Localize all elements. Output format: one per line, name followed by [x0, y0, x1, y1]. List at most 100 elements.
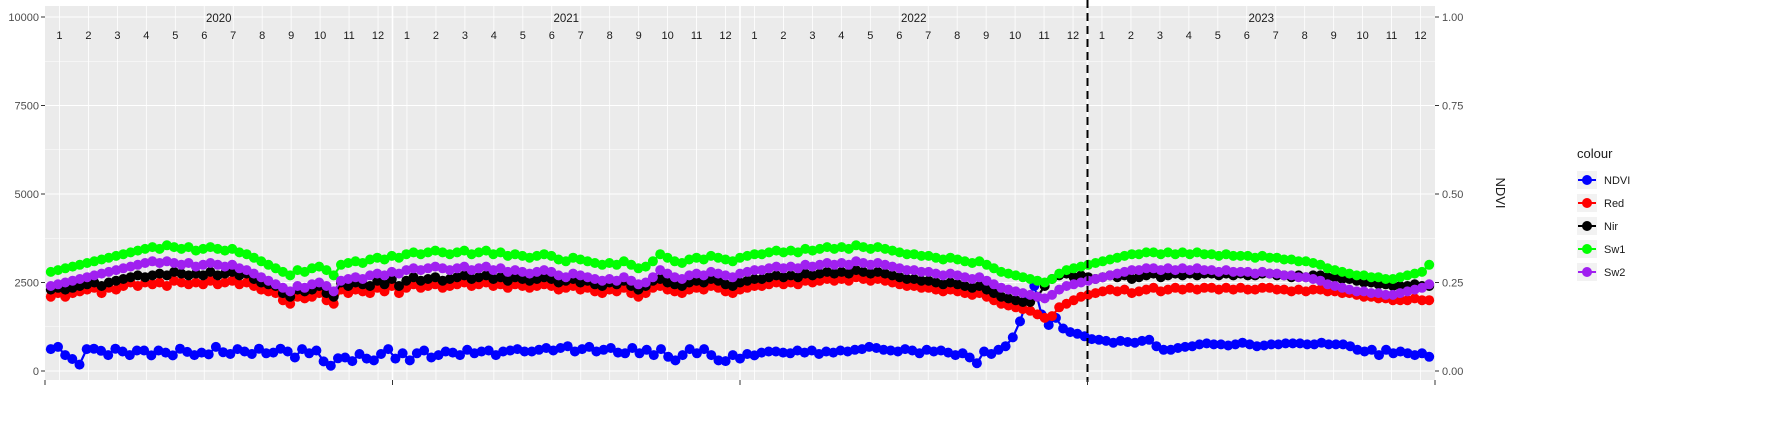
data-point-ndvi: [1251, 341, 1262, 352]
data-point-ndvi: [246, 349, 257, 359]
data-point-ndvi: [1424, 351, 1435, 362]
data-point-red: [96, 288, 107, 299]
month-label: 5: [867, 30, 873, 42]
data-point-sw1: [1047, 274, 1057, 284]
data-point-ndvi: [562, 341, 573, 352]
data-point-red: [1424, 295, 1435, 306]
data-point-sw2: [1199, 265, 1210, 276]
data-point-sw2: [640, 277, 651, 288]
month-label: 4: [1186, 30, 1192, 42]
data-point-sw2: [1351, 286, 1362, 297]
data-point-ndvi: [1180, 341, 1191, 352]
data-point-sw1: [1293, 256, 1304, 267]
data-point-ndvi: [706, 350, 717, 361]
data-point-nir: [394, 281, 404, 291]
month-label: 3: [1157, 30, 1163, 42]
legend-item-sw2: Sw2: [1577, 263, 1625, 281]
data-point-nir: [1358, 277, 1369, 288]
data-point-ndvi: [519, 346, 530, 357]
data-point-red: [1395, 295, 1406, 306]
y2-tick-label: 0.75: [1442, 101, 1463, 113]
data-point-ndvi: [74, 359, 85, 370]
data-point-ndvi: [1266, 339, 1277, 350]
data-point-nir: [1337, 274, 1348, 284]
month-label: 5: [172, 30, 178, 42]
month-label: 11: [343, 30, 354, 42]
data-point-sw1: [1366, 272, 1377, 283]
data-point-red: [901, 281, 912, 291]
series-layer: [45, 240, 1435, 371]
data-point-sw2: [1264, 268, 1275, 279]
data-point-ndvi: [778, 347, 789, 358]
month-label: 3: [114, 30, 120, 42]
y2-tick-label: 1.00: [1442, 12, 1463, 24]
month-label: 2: [1128, 30, 1134, 42]
data-point-ndvi: [96, 345, 106, 356]
legend-label: Sw2: [1604, 267, 1625, 279]
data-point-sw2: [1228, 266, 1239, 277]
data-point-ndvi: [289, 352, 300, 363]
month-label: 8: [954, 30, 960, 42]
data-point-ndvi: [641, 344, 652, 355]
month-label: 2: [433, 30, 439, 42]
month-label: 12: [1414, 30, 1426, 42]
month-label: 9: [636, 30, 642, 42]
data-point-red: [1257, 282, 1268, 293]
data-point-ndvi: [146, 350, 157, 361]
data-point-sw1: [749, 249, 760, 260]
data-point-ndvi: [1007, 332, 1018, 343]
legend-key-marker: [1582, 221, 1592, 231]
data-point-ndvi: [390, 353, 401, 364]
year-label: 2020: [206, 13, 232, 25]
data-point-sw1: [1279, 254, 1290, 265]
data-point-sw2: [328, 286, 339, 297]
data-point-sw1: [1351, 270, 1362, 281]
month-label: 7: [1273, 30, 1279, 42]
data-point-ndvi: [1330, 339, 1341, 350]
series-sw2: [45, 256, 1435, 304]
data-point-nir: [749, 274, 760, 284]
data-point-ndvi: [1000, 341, 1011, 352]
data-point-ndvi: [720, 356, 731, 367]
data-point-ndvi: [1144, 334, 1155, 345]
axis-layer: 0 2500 5000 7500 10000 0.00 0.25 0.50 0.75 1.00: [8, 12, 1463, 385]
data-point-sw1: [1424, 259, 1435, 270]
data-point-sw1: [647, 256, 658, 267]
data-point-sw2: [285, 286, 296, 297]
data-point-ndvi: [203, 349, 214, 360]
month-label: 11: [1038, 30, 1049, 42]
data-point-ndvi: [677, 350, 688, 361]
data-point-ndvi: [627, 343, 638, 353]
data-point-ndvi: [376, 349, 386, 359]
data-point-ndvi: [483, 345, 494, 356]
data-point-sw1: [1264, 252, 1275, 263]
data-point-sw2: [647, 272, 658, 283]
legend-label: Red: [1604, 198, 1624, 210]
month-label: 2: [780, 30, 786, 42]
data-point-nir: [1017, 297, 1028, 307]
data-point-sw1: [321, 265, 332, 276]
data-point-ndvi: [1280, 338, 1291, 349]
month-label: 5: [1215, 30, 1221, 42]
legend-key-marker: [1582, 198, 1592, 208]
y2-tick-label: 0.25: [1442, 278, 1463, 290]
data-point-sw2: [749, 265, 760, 276]
legend-item-nir: Nir: [1577, 217, 1618, 235]
data-point-red: [1417, 295, 1427, 306]
month-label: 4: [143, 30, 149, 42]
data-point-sw1: [1199, 249, 1210, 260]
data-point-ndvi: [1086, 334, 1097, 345]
y-tick-label: 7500: [15, 101, 39, 113]
data-point-ndvi: [139, 345, 150, 356]
data-point-nir: [1387, 281, 1398, 291]
data-point-red: [328, 298, 339, 309]
data-point-nir: [901, 274, 912, 284]
legend-item-sw1: Sw1: [1577, 240, 1625, 258]
data-point-sw2: [1235, 266, 1246, 277]
data-point-sw1: [1417, 266, 1427, 277]
data-point-ndvi: [1122, 337, 1133, 347]
year-label: 2022: [901, 13, 927, 25]
data-point-red: [1047, 311, 1057, 322]
year-label: 2023: [1248, 13, 1274, 25]
